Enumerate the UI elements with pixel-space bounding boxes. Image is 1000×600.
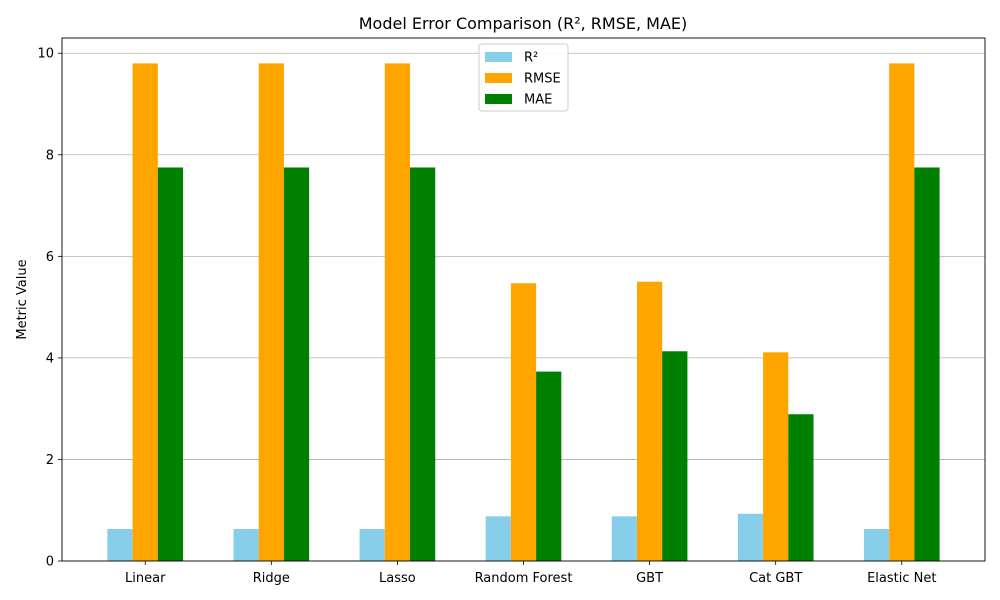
bar-rmse-6	[889, 63, 915, 562]
bar-rmse-1	[258, 63, 284, 562]
y-tick-label: 10	[37, 47, 54, 62]
legend-swatch	[485, 52, 512, 62]
y-tick-label: 4	[46, 351, 54, 366]
bar-r-6	[863, 529, 890, 561]
bar-mae-1	[283, 167, 310, 561]
tick-labels: 0 2 4 6 8 10 Linear Ridge Lasso Random Forest GBT C…	[37, 47, 936, 586]
bar-mae-3	[536, 371, 562, 561]
bar-r-5	[737, 513, 764, 561]
bar-r-2	[359, 529, 385, 561]
plot-frame	[61, 37, 986, 562]
x-tick-label: Random Forest	[475, 571, 573, 586]
bar-rmse-2	[384, 63, 411, 562]
bar-rmse-3	[510, 283, 537, 561]
bar-mae-4	[662, 351, 688, 561]
legend-swatch	[485, 73, 512, 83]
legend-label: RMSE	[524, 72, 561, 87]
bars	[107, 63, 940, 562]
bar-mae-5	[788, 414, 814, 561]
y-tick-label: 2	[46, 453, 54, 468]
y-tick-label: 6	[46, 250, 54, 265]
axes	[58, 37, 986, 565]
x-tick-label: Cat GBT	[749, 571, 802, 586]
y-tick-label: 8	[46, 148, 54, 163]
bar-rmse-5	[763, 352, 789, 561]
legend-label: R²	[524, 51, 538, 66]
bar-rmse-0	[132, 63, 158, 562]
legend-label: MAE	[524, 93, 552, 108]
y-tick-label: 0	[46, 555, 54, 570]
x-tick-label: Elastic Net	[867, 571, 936, 586]
x-tick-label: Ridge	[253, 571, 290, 586]
legend: R² RMSE MAE	[478, 43, 569, 112]
bar-mae-2	[410, 167, 436, 561]
x-tick-label: Lasso	[379, 571, 416, 586]
legend-swatch	[485, 94, 512, 104]
bar-rmse-4	[636, 281, 663, 561]
bar-r-4	[611, 516, 637, 561]
x-tick-label: GBT	[636, 571, 663, 586]
chart-title: Model Error Comparison (R², RMSE, MAE)	[359, 14, 688, 33]
bar-mae-6	[914, 167, 940, 561]
bar-r-3	[485, 516, 511, 561]
bar-r-1	[233, 529, 259, 561]
y-axis-title: Metric Value	[15, 259, 30, 339]
bar-r-0	[107, 529, 133, 561]
bar-mae-0	[157, 167, 184, 561]
x-tick-label: Linear	[125, 571, 166, 586]
